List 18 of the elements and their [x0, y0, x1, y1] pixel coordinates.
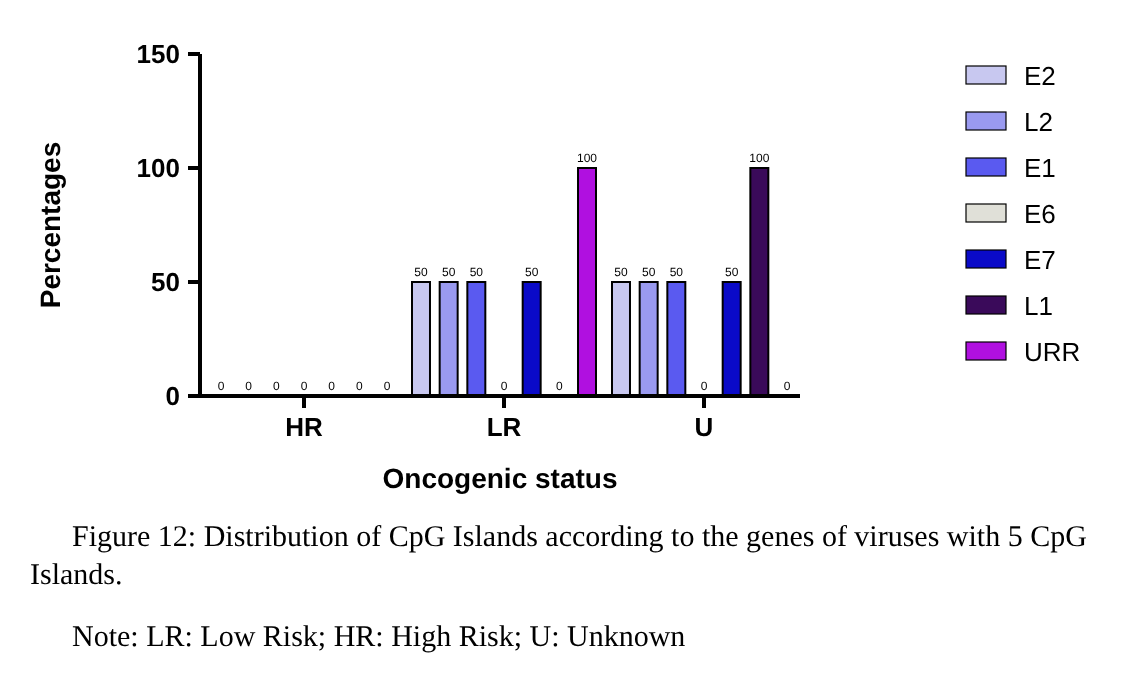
y-tick-label: 100 [136, 153, 180, 184]
legend-label: E2 [1024, 61, 1056, 92]
y-tick-label: 150 [136, 39, 180, 70]
legend-label: URR [1024, 337, 1081, 368]
legend-label: E6 [1024, 199, 1056, 230]
x-tick-label: LR [486, 412, 523, 442]
y-axis-title: Percentages [34, 141, 66, 309]
y-tick-label: 0 [165, 381, 180, 412]
legend-label: E7 [1024, 245, 1056, 276]
legend-label: L2 [1024, 107, 1053, 138]
text: Figure 12: Distribution of CpG Islands according to the genes of viruses with 5 CpG Islands. [30, 522, 1088, 592]
x-tick-label: HR [285, 412, 324, 442]
text: Note: LR: Low Risk; HR: High Risk; U: Unknown [72, 622, 687, 654]
legend-label: E1 [1024, 153, 1056, 184]
y-tick-label: 50 [151, 267, 180, 298]
legend-label: L1 [1024, 291, 1053, 322]
x-tick-label: U [694, 412, 714, 442]
x-axis-title: Oncogenic status [382, 462, 618, 494]
